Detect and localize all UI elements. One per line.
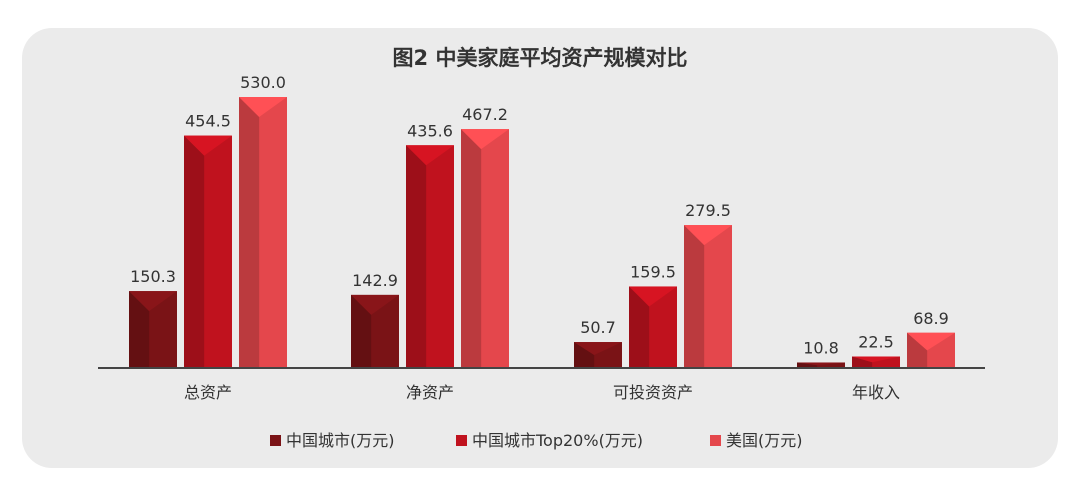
value-label: 159.5	[630, 262, 676, 281]
bar	[574, 342, 622, 368]
bars-group: 150.3 454.5 530.0 142.9 435.6 467.2 50.7 159.5 2…	[129, 73, 955, 368]
legend-label: 中国城市(万元)	[286, 431, 395, 450]
legend-item: 中国城市(万元)	[270, 431, 395, 450]
category-label: 净资产	[406, 383, 454, 402]
category-label: 可投资资产	[613, 383, 693, 402]
value-label: 467.2	[462, 105, 508, 124]
value-label: 68.9	[913, 309, 949, 328]
legend-swatch	[456, 435, 467, 446]
bar	[351, 294, 399, 368]
value-label: 435.6	[407, 121, 453, 140]
value-label: 10.8	[803, 338, 839, 357]
bar	[684, 225, 732, 368]
legend-label: 中国城市Top20%(万元)	[472, 431, 643, 450]
bar	[852, 356, 900, 368]
bar	[406, 145, 454, 368]
legend-swatch	[270, 435, 281, 446]
value-label: 454.5	[185, 112, 231, 131]
category-label: 总资产	[184, 383, 232, 402]
legend-label: 美国(万元)	[726, 431, 803, 450]
legend: 中国城市(万元) 中国城市Top20%(万元) 美国(万元)	[270, 431, 803, 450]
legend-item: 中国城市Top20%(万元)	[456, 431, 643, 450]
bar	[129, 291, 177, 368]
legend-swatch	[710, 435, 721, 446]
chart-title: 图2 中美家庭平均资产规模对比	[393, 46, 688, 70]
bar	[461, 129, 509, 368]
legend-item: 美国(万元)	[710, 431, 803, 450]
value-label: 50.7	[580, 318, 616, 337]
category-label: 年收入	[852, 383, 900, 402]
value-label: 150.3	[130, 267, 176, 286]
value-label: 530.0	[240, 73, 286, 92]
bar	[629, 286, 677, 368]
value-label: 142.9	[352, 271, 398, 290]
bar	[239, 97, 287, 368]
bar	[797, 362, 845, 368]
category-labels: 总资产 净资产 可投资资产 年收入	[184, 383, 900, 402]
value-label: 279.5	[685, 201, 731, 220]
bar	[907, 332, 955, 368]
value-label: 22.5	[858, 332, 894, 351]
bar	[184, 135, 232, 368]
